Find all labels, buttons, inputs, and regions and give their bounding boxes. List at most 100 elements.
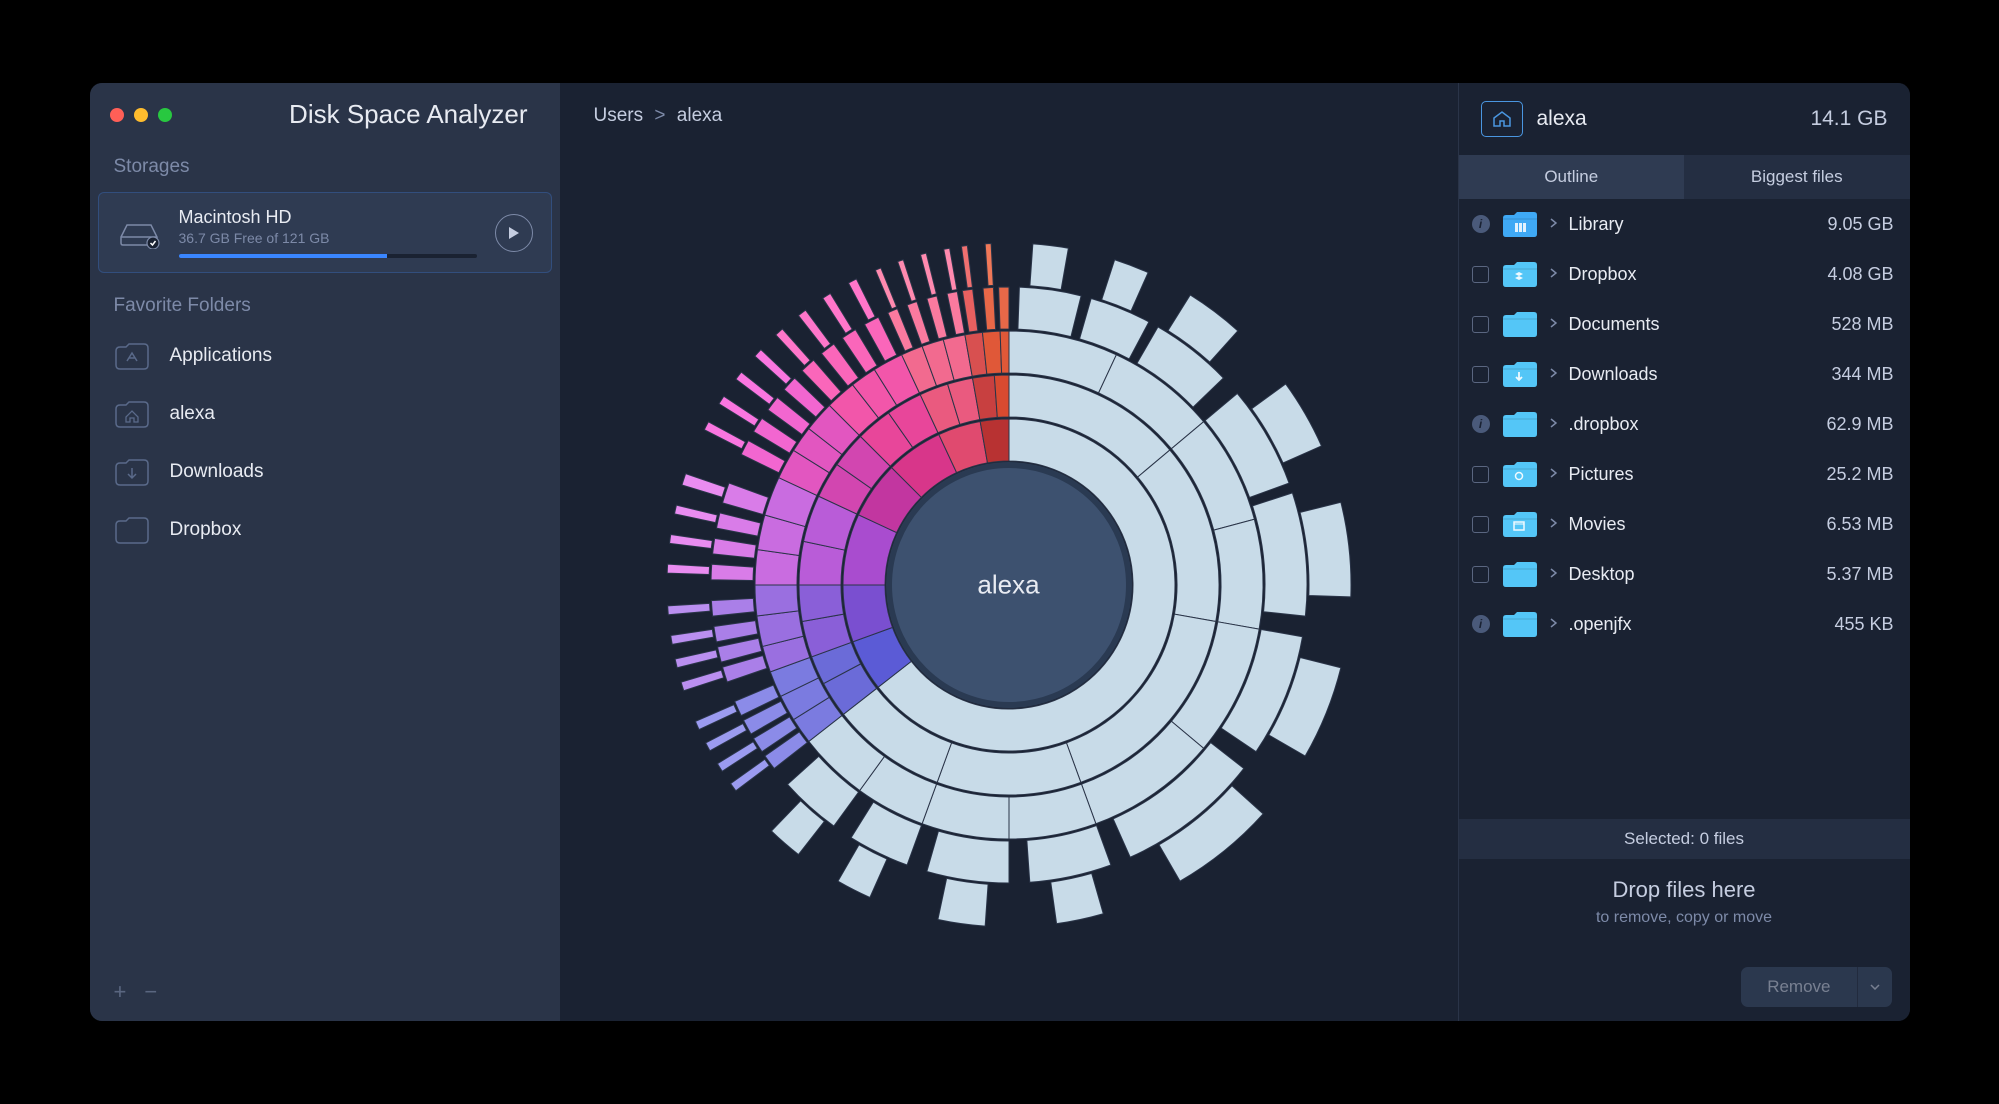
file-size: 455 KB [1834, 614, 1893, 635]
info-icon[interactable]: i [1471, 614, 1491, 634]
favorite-item-applications[interactable]: Applications [90, 327, 560, 385]
sunburst-segment[interactable] [962, 289, 977, 332]
file-checkbox[interactable] [1471, 264, 1491, 284]
file-row[interactable]: Documents528 MB [1459, 299, 1910, 349]
file-row[interactable]: Downloads344 MB [1459, 349, 1910, 399]
sunburst-segment[interactable] [711, 598, 754, 616]
minimize-light[interactable] [134, 108, 148, 122]
sunburst-segment[interactable] [983, 287, 996, 330]
breadcrumb[interactable]: Users > alexa [560, 83, 1458, 149]
info-icon[interactable]: i [1471, 214, 1491, 234]
file-row[interactable]: Movies6.53 MB [1459, 499, 1910, 549]
sunburst-segment[interactable] [1000, 331, 1009, 373]
sunburst-segment[interactable] [667, 603, 710, 614]
favorite-item-alexa[interactable]: alexa [90, 385, 560, 443]
sunburst-segment[interactable] [754, 350, 791, 385]
sunburst-segment[interactable] [897, 260, 916, 302]
tab-biggest-files[interactable]: Biggest files [1684, 155, 1910, 199]
breadcrumb-part[interactable]: Users [594, 105, 644, 126]
sunburst-segment[interactable] [704, 422, 745, 449]
close-light[interactable] [110, 108, 124, 122]
dropzone[interactable]: Drop files here to remove, copy or move [1459, 859, 1910, 953]
sunburst-segment[interactable] [675, 650, 718, 668]
file-checkbox[interactable] [1471, 564, 1491, 584]
sunburst-segment[interactable] [961, 246, 972, 288]
sunburst-segment[interactable] [681, 670, 724, 690]
file-row[interactable]: Dropbox4.08 GB [1459, 249, 1910, 299]
tab-outline[interactable]: Outline [1459, 155, 1685, 199]
expand-chevron-icon[interactable] [1549, 415, 1559, 433]
file-checkbox[interactable] [1471, 314, 1491, 334]
sunburst-segment[interactable] [712, 538, 756, 558]
expand-chevron-icon[interactable] [1549, 465, 1559, 483]
sunburst-segment[interactable] [1050, 873, 1103, 923]
remove-button-dropdown[interactable] [1857, 967, 1892, 1007]
file-checkbox[interactable] [1471, 364, 1491, 384]
sunburst-segment[interactable] [718, 396, 758, 426]
sunburst-segment[interactable] [669, 534, 712, 548]
favorite-item-dropbox[interactable]: Dropbox [90, 501, 560, 559]
file-row[interactable]: Desktop5.37 MB [1459, 549, 1910, 599]
sunburst-segment[interactable] [947, 292, 965, 335]
sunburst-segment[interactable] [1300, 502, 1351, 597]
zoom-light[interactable] [158, 108, 172, 122]
sunburst-segment[interactable] [705, 724, 746, 751]
sunburst-segment[interactable] [775, 329, 809, 366]
file-row[interactable]: iLibrary9.05 GB [1459, 199, 1910, 249]
remove-favorite-button[interactable]: − [144, 979, 157, 1005]
expand-chevron-icon[interactable] [1549, 565, 1559, 583]
expand-chevron-icon[interactable] [1549, 315, 1559, 333]
file-row[interactable]: Pictures25.2 MB [1459, 449, 1910, 499]
sunburst-segment[interactable] [722, 483, 768, 514]
file-row[interactable]: i.dropbox62.9 MB [1459, 399, 1910, 449]
sunburst-segment[interactable] [1029, 244, 1067, 290]
sunburst-segment[interactable] [1213, 519, 1262, 629]
storages-label: Storages [90, 138, 560, 188]
add-favorite-button[interactable]: + [114, 979, 127, 1005]
sunburst-segment[interactable] [994, 375, 1009, 417]
sunburst-segment[interactable] [681, 474, 724, 498]
sunburst-segment[interactable] [798, 310, 830, 349]
sunburst-segment[interactable] [920, 253, 936, 295]
sunburst-segment[interactable] [822, 293, 852, 333]
expand-chevron-icon[interactable] [1549, 615, 1559, 633]
scan-play-button[interactable] [495, 214, 533, 252]
sunburst-segment[interactable] [848, 279, 875, 320]
sunburst-segment[interactable] [711, 564, 754, 580]
sunburst-segment[interactable] [713, 621, 757, 642]
favorite-item-downloads[interactable]: Downloads [90, 443, 560, 501]
sunburst-segment[interactable] [907, 302, 930, 345]
sunburst-segment[interactable] [1101, 260, 1147, 311]
sunburst-segment[interactable] [674, 505, 717, 522]
sunburst-segment[interactable] [943, 248, 956, 290]
folder-icon [1501, 509, 1539, 539]
sunburst-segment[interactable] [716, 513, 760, 536]
storage-macintosh-hd[interactable]: Macintosh HD 36.7 GB Free of 121 GB [98, 192, 552, 273]
remove-button[interactable]: Remove [1741, 967, 1891, 1007]
expand-chevron-icon[interactable] [1549, 265, 1559, 283]
file-checkbox[interactable] [1471, 514, 1491, 534]
sunburst-segment[interactable] [730, 759, 769, 791]
sunburst-segment[interactable] [937, 878, 987, 926]
expand-chevron-icon[interactable] [1549, 215, 1559, 233]
breadcrumb-part[interactable]: alexa [677, 105, 722, 126]
file-row[interactable]: i.openjfx455 KB [1459, 599, 1910, 649]
sunburst-chart[interactable]: alexa [619, 195, 1399, 975]
sunburst-segment[interactable] [755, 585, 799, 616]
sunburst-segment[interactable] [717, 742, 757, 772]
expand-chevron-icon[interactable] [1549, 365, 1559, 383]
expand-chevron-icon[interactable] [1549, 515, 1559, 533]
sunburst-segment[interactable] [985, 243, 993, 285]
sunburst-segment[interactable] [695, 705, 737, 730]
sunburst-segment[interactable] [875, 268, 896, 309]
sunburst-segment[interactable] [667, 564, 709, 574]
info-icon[interactable]: i [1471, 414, 1491, 434]
main-area: Users > alexa alexa [560, 83, 1458, 1021]
sunburst-segment[interactable] [670, 629, 713, 644]
sunburst-segment[interactable] [998, 287, 1008, 329]
sunburst-segment[interactable] [926, 296, 946, 339]
home-folder-icon [1481, 101, 1523, 137]
sunburst-segment[interactable] [1017, 287, 1080, 336]
file-checkbox[interactable] [1471, 464, 1491, 484]
sunburst-segment[interactable] [735, 372, 773, 404]
